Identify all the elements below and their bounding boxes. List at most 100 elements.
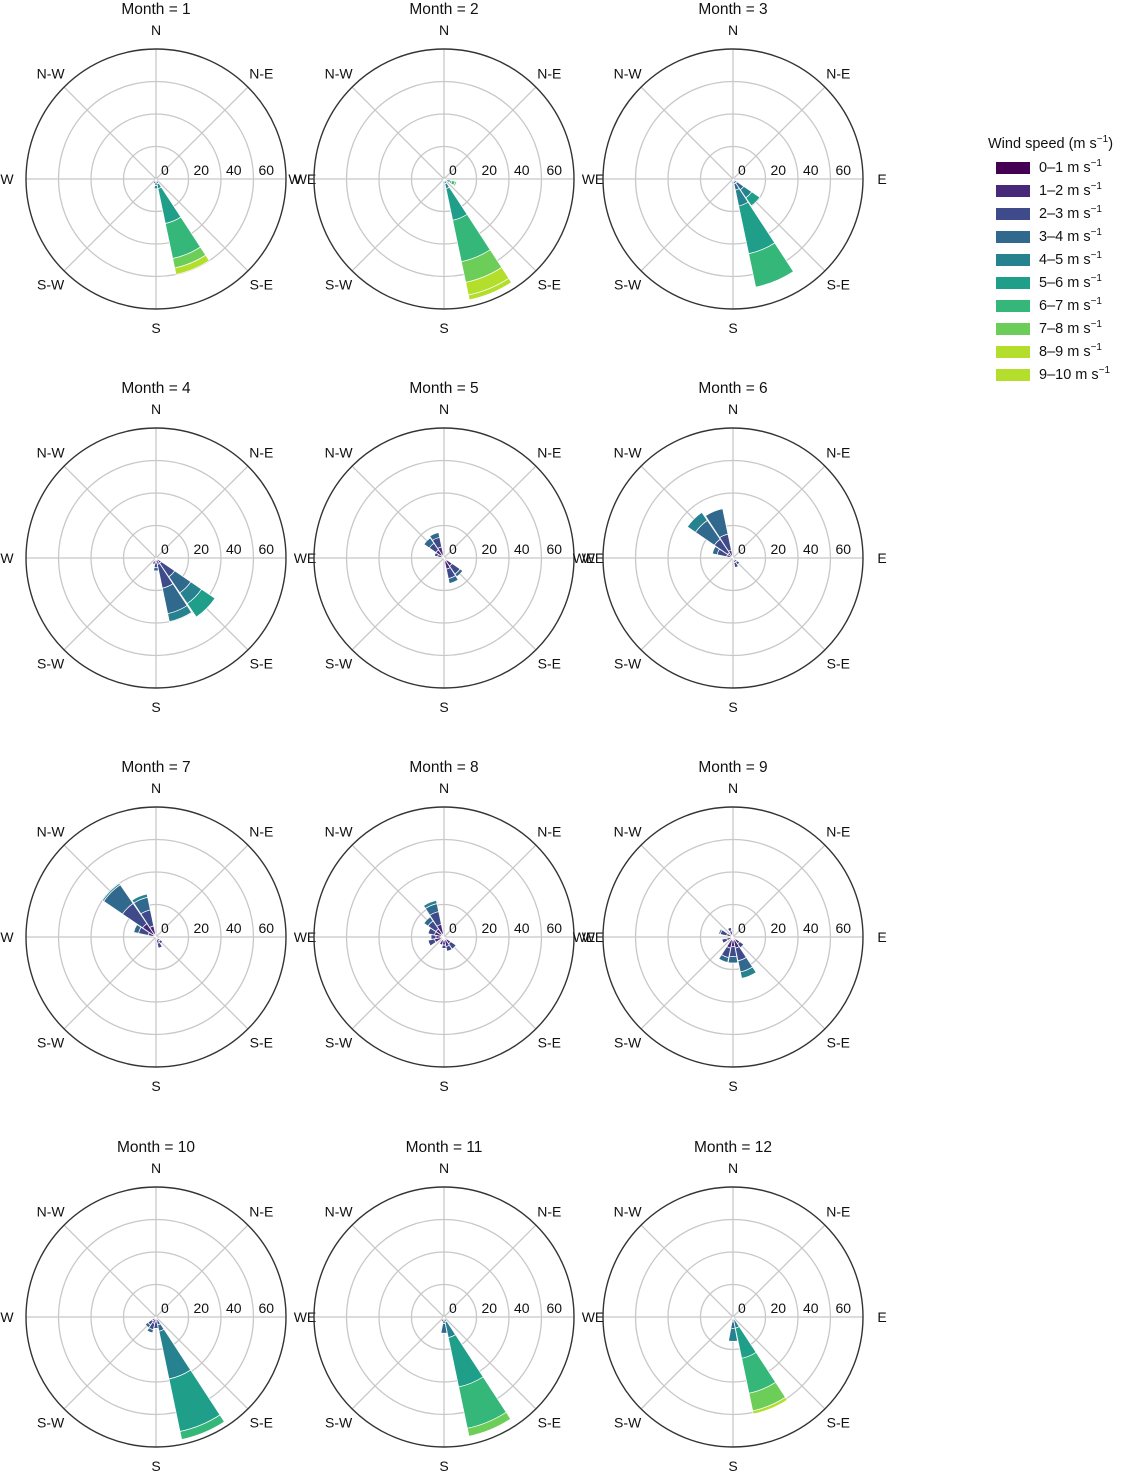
direction-label: N-E: [249, 66, 273, 82]
direction-label: N-E: [826, 1204, 850, 1220]
direction-label: N: [439, 22, 449, 38]
legend-swatch: [996, 161, 1030, 174]
direction-label: S-E: [538, 1414, 561, 1430]
wind-bar-segment: [430, 934, 437, 940]
wind-bar-segment: [735, 560, 741, 566]
wind-bar-segment: [423, 916, 434, 927]
radial-tick-label: 60: [836, 162, 852, 178]
radial-gridline: [378, 871, 510, 1003]
legend-swatch: [996, 230, 1030, 243]
legend-label: 9–10 m s−1: [1039, 364, 1111, 383]
legend-item: 1–2 m s−1: [988, 179, 1134, 202]
direction-label: S-W: [614, 1414, 642, 1430]
direction-label: S: [728, 320, 737, 336]
wind-rose-panel-10: Month = 10 0 20 40 60 N N-E WE S-E S S-W W N-W: [0, 1139, 316, 1474]
direction-label: S-W: [614, 1034, 642, 1050]
wind-bar-segment: [434, 552, 440, 558]
radial-gridline: [90, 871, 222, 1003]
radial-gridline: [57, 80, 255, 278]
legend-label: 1–2 m s−1: [1039, 180, 1102, 199]
panel-title: Month = 5: [409, 380, 478, 397]
direction-label: N-W: [37, 1204, 66, 1220]
wind-bar-segment: [179, 1414, 225, 1440]
radial-gridline: [699, 145, 767, 213]
polar-frame: [602, 48, 864, 310]
radial-tick-label: 60: [836, 920, 852, 936]
wind-rose-panel-12: Month = 12 0 20 40 60 N N-E E S-E S S-W N-W: [602, 1139, 887, 1474]
radial-gridline: [122, 903, 190, 971]
direction-label: N: [151, 401, 161, 417]
legend-label: 5–6 m s−1: [1039, 272, 1102, 291]
wind-rose-panel-6: Month = 6 0 20 40 60 N N-E E S-E S S-W WE N-W: [573, 380, 887, 715]
radial-gridline: [378, 113, 510, 245]
legend-item: 0–1 m s−1: [988, 156, 1134, 179]
wind-bar-segment: [423, 900, 438, 909]
legend-swatch: [996, 368, 1030, 381]
wind-bar-segment: [153, 184, 159, 190]
polar-frame: [313, 1186, 575, 1448]
direction-label: N-W: [325, 824, 354, 840]
radial-tick-label: 40: [226, 541, 242, 557]
legend-item: 6–7 m s−1: [988, 294, 1134, 317]
radial-tick-label: 0: [738, 541, 746, 557]
radial-tick-label: 20: [194, 541, 210, 557]
radial-tick-label: 20: [194, 162, 210, 178]
direction-label: S: [151, 320, 160, 336]
wind-bar-segment: [101, 882, 121, 902]
radial-tick-label: 20: [771, 541, 787, 557]
radial-gridline: [122, 524, 190, 592]
direction-label: S: [728, 699, 737, 715]
direction-label: WE: [582, 1309, 605, 1325]
direction-label: S: [439, 1078, 448, 1094]
direction-label: S-W: [325, 276, 353, 292]
radial-gridline: [345, 838, 543, 1036]
panel-title: Month = 2: [409, 1, 478, 18]
direction-label: WE: [582, 929, 605, 945]
panel-title: Month = 1: [121, 1, 190, 18]
wind-bar-segment: [441, 179, 445, 183]
radial-tick-label: 60: [836, 541, 852, 557]
wind-bar-segment: [453, 180, 458, 187]
wind-bar-segment: [731, 180, 735, 185]
radial-tick-label: 0: [161, 541, 169, 557]
radial-tick-label: 20: [771, 162, 787, 178]
radial-gridline: [699, 1283, 767, 1351]
radial-tick-label: 40: [803, 920, 819, 936]
legend-label: 6–7 m s−1: [1039, 295, 1102, 314]
direction-label: S-W: [325, 655, 353, 671]
legend-swatch: [996, 276, 1030, 289]
panel-title: Month = 7: [121, 759, 190, 776]
direction-label: S: [151, 699, 160, 715]
direction-label: S: [151, 1458, 160, 1474]
panel-title: Month = 6: [698, 380, 767, 397]
radial-gridline: [410, 903, 478, 971]
direction-label: W: [0, 171, 14, 187]
polar-frame: [25, 1186, 287, 1448]
direction-label: N-W: [614, 66, 643, 82]
legend-label: 2–3 m s−1: [1039, 203, 1102, 222]
legend-swatch: [996, 184, 1030, 197]
direction-label: WE: [582, 171, 605, 187]
direction-label: E: [877, 550, 886, 566]
radial-tick-label: 40: [514, 1300, 530, 1316]
panel-title: Month = 3: [698, 1, 767, 18]
wind-bar-segment: [153, 567, 159, 572]
direction-label: S-E: [250, 655, 273, 671]
radial-gridline: [634, 459, 832, 657]
radial-tick-label: 0: [449, 1300, 457, 1316]
direction-label: S-W: [325, 1034, 353, 1050]
wind-bar-segment: [686, 511, 708, 533]
wind-bar-segment: [739, 966, 757, 979]
direction-label: S-W: [37, 1414, 65, 1430]
wind-bar-segment: [711, 545, 720, 556]
wind-bar-segment: [466, 1411, 512, 1437]
direction-label: N-W: [325, 1204, 354, 1220]
direction-label: W: [0, 1309, 14, 1325]
wind-rose-panel-1: Month = 1 0 20 40 60 N N-E WE S-E S S-W W N-W: [0, 1, 316, 336]
direction-label: N: [728, 1160, 738, 1176]
direction-label: N-E: [537, 824, 561, 840]
wind-bar-segment: [447, 1334, 484, 1388]
wind-bar-segment: [440, 1322, 448, 1334]
direction-label: S-W: [37, 276, 65, 292]
direction-label: N-E: [826, 66, 850, 82]
